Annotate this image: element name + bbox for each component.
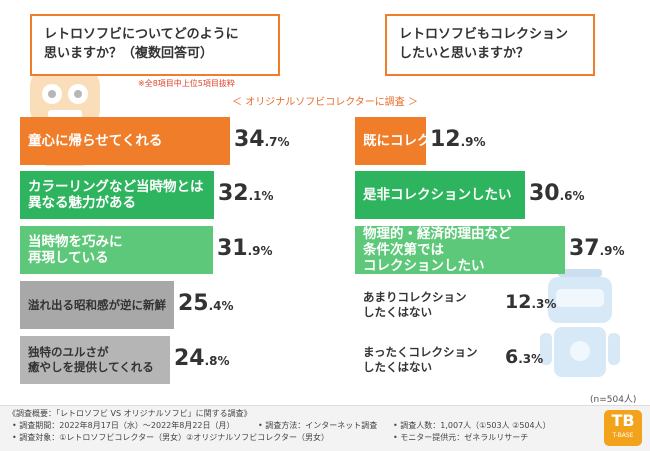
bar-label-left-3: 当時物を巧みに 再現している: [28, 234, 123, 266]
value-label-right-5: 6.3%: [505, 346, 544, 368]
bar-label-right-2: 是非コレクションしたい: [363, 187, 512, 203]
sample-size-label: (n=504人): [590, 395, 637, 405]
bar-left-1: [20, 117, 230, 165]
question-right-text: レトロソフビもコレクション したいと思いますか？: [399, 27, 569, 61]
question-left-box: レトロソフビについてどのように 思いますか？（複数回答可）: [30, 14, 280, 76]
logo-mark: TB: [611, 411, 635, 430]
footer-period: • 調査期間：2022年8月17日（水）〜2022年8月22日（月）: [12, 421, 235, 430]
footer-title: 《調査概要：「レトロソフビ VS オリジナルソフビ」に関する調査》: [8, 409, 252, 418]
survey-footer: [0, 405, 650, 451]
bar-label-right-3: 物理的・経済的理由など 条件次第では コレクションしたい: [363, 226, 512, 274]
bar-label-left-2: カラーリングなど当時物とは 異なる魅力がある: [28, 179, 204, 211]
value-label-right-3: 37.9%: [569, 236, 625, 261]
question-right-box: レトロソフビもコレクション したいと思いますか？: [385, 14, 595, 76]
bar-right-5: [355, 336, 390, 384]
footer-provider: • モニター提供元：ゼネラルリサーチ: [393, 433, 529, 442]
bar-label-left-5: 独特のユルさが 癒やしを提供してくれる: [28, 345, 154, 374]
tbase-logo: TB T-BASE: [604, 410, 642, 446]
value-label-right-1: 12.9%: [430, 127, 486, 152]
question-left-text: レトロソフビについてどのように 思いますか？（複数回答可）: [44, 27, 239, 61]
bar-label-right-1: 既にコレクションしている: [363, 133, 525, 149]
bar-left-2: [20, 171, 214, 219]
top-items-note: ※全8項目中上位5項目抜粋: [138, 79, 235, 88]
bar-label-right-4: あまりコレクション したくはない: [363, 290, 467, 319]
bar-right-3: [355, 226, 565, 274]
bar-left-3: [20, 226, 213, 274]
bar-right-2: [355, 171, 525, 219]
logo-subtext: T-BASE: [612, 432, 634, 439]
bar-label-left-1: 童心に帰らせてくれる: [28, 133, 163, 149]
survey-target-label: ＜ オリジナルソフビコレクターに調査 ＞: [232, 97, 418, 108]
robot-illustration-right: [540, 269, 620, 377]
bar-left-4: [20, 281, 174, 329]
value-label-left-1: 34.7%: [234, 127, 290, 152]
bar-left-5: [20, 336, 170, 384]
footer-method: • 調査方法：インターネット調査: [258, 421, 378, 430]
value-label-left-5: 24.8%: [174, 346, 230, 371]
bar-label-right-5: まったくコレクション したくはない: [363, 345, 478, 374]
footer-people: • 調査人数：1,007人（①503人 ②504人）: [393, 421, 551, 430]
value-label-right-2: 30.6%: [529, 181, 585, 206]
footer-target: • 調査対象：①レトロソフビコレクター（男女）②オリジナルソフビコレクター（男女…: [12, 433, 329, 442]
bar-right-1: [355, 117, 426, 165]
value-label-left-2: 32.1%: [218, 181, 274, 206]
value-label-left-3: 31.9%: [217, 236, 273, 261]
value-label-right-4: 12.3%: [505, 291, 557, 313]
value-label-left-4: 25.4%: [178, 291, 234, 316]
bar-label-left-4: 溢れ出る昭和感が逆に新鮮: [28, 297, 166, 312]
bar-right-4: [355, 281, 423, 329]
